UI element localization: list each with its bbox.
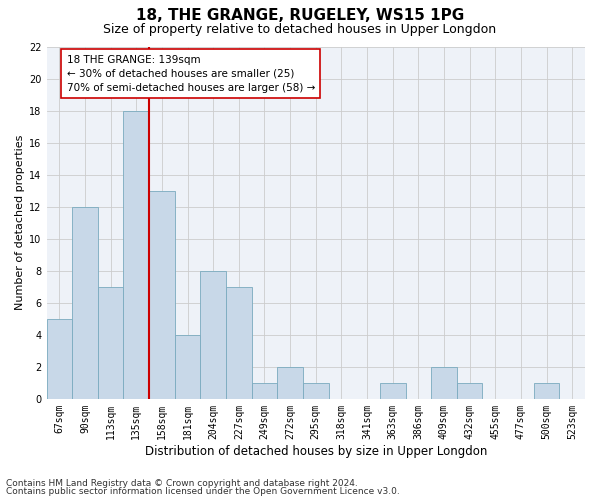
Bar <box>175 335 200 399</box>
Bar <box>226 286 251 399</box>
Bar <box>149 190 175 399</box>
Bar <box>431 367 457 399</box>
Bar <box>72 206 98 399</box>
Bar <box>277 367 303 399</box>
Bar <box>457 383 482 399</box>
Bar <box>200 270 226 399</box>
X-axis label: Distribution of detached houses by size in Upper Longdon: Distribution of detached houses by size … <box>145 444 487 458</box>
Bar <box>534 383 559 399</box>
Bar <box>303 383 329 399</box>
Text: Contains public sector information licensed under the Open Government Licence v3: Contains public sector information licen… <box>6 487 400 496</box>
Text: Contains HM Land Registry data © Crown copyright and database right 2024.: Contains HM Land Registry data © Crown c… <box>6 478 358 488</box>
Bar <box>251 383 277 399</box>
Bar <box>47 319 72 399</box>
Text: Size of property relative to detached houses in Upper Longdon: Size of property relative to detached ho… <box>103 22 497 36</box>
Bar <box>124 110 149 399</box>
Bar <box>98 286 124 399</box>
Y-axis label: Number of detached properties: Number of detached properties <box>15 135 25 310</box>
Text: 18 THE GRANGE: 139sqm
← 30% of detached houses are smaller (25)
70% of semi-deta: 18 THE GRANGE: 139sqm ← 30% of detached … <box>67 54 315 92</box>
Bar <box>380 383 406 399</box>
Text: 18, THE GRANGE, RUGELEY, WS15 1PG: 18, THE GRANGE, RUGELEY, WS15 1PG <box>136 8 464 22</box>
